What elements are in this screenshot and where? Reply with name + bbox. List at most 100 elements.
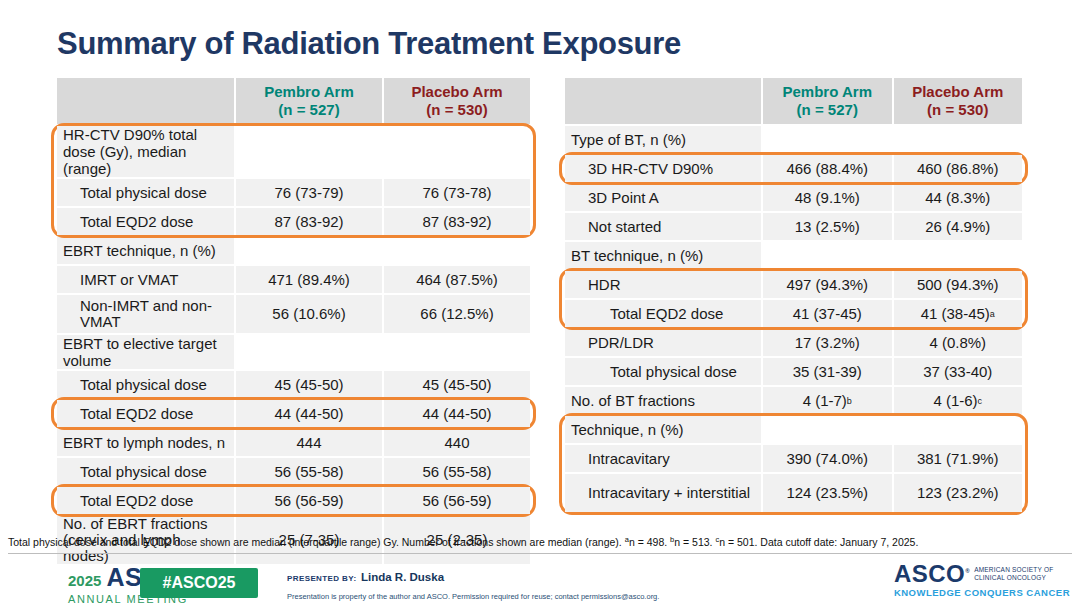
- table-row: BT technique, n (%): [565, 242, 1022, 269]
- table-row: Total physical dose 76 (73-79) 76 (73-78…: [57, 179, 530, 206]
- presented-by-label: PRESENTED BY:: [287, 574, 357, 583]
- table-row: EBRT to elective target volume: [57, 335, 530, 369]
- pembro-value: 76 (73-79): [236, 179, 382, 206]
- slide: Summary of Radiation Treatment Exposure …: [0, 0, 1080, 608]
- asco-tagline: KNOWLEDGE CONQUERS CANCER: [894, 587, 1070, 598]
- row-label: EBRT to elective target volume: [57, 335, 234, 369]
- column-header-placebo: Placebo Arm (n = 530): [384, 78, 530, 124]
- row-label: IMRT or VMAT: [57, 266, 234, 293]
- page-title: Summary of Radiation Treatment Exposure: [57, 26, 681, 62]
- pembro-n-label: (n = 527): [797, 101, 858, 119]
- column-header-pembro: Pembro Arm (n = 527): [763, 78, 892, 124]
- footnote-note-a: an = 498.: [625, 536, 667, 548]
- highlight-box: 3D HR-CTV D90% 466 (88.4%) 460 (86.8%): [559, 152, 1028, 185]
- table-row: Total physical dose 35 (31-39) 37 (33-40…: [565, 358, 1022, 385]
- table-row: Technique, n (%): [565, 416, 1022, 443]
- row-label: Technique, n (%): [565, 416, 761, 443]
- table-row: No. of BT fractions 4 (1-7)b 4 (1-6)c: [565, 387, 1022, 414]
- row-label: Total physical dose: [57, 179, 234, 206]
- placebo-value: 4 (1-6)c: [894, 387, 1023, 414]
- row-label: 3D Point A: [565, 184, 761, 211]
- highlight-box: Technique, n (%) Intracavitary 390 (74.0…: [559, 413, 1028, 515]
- row-label: Total EQD2 dose: [565, 300, 761, 327]
- table-row: Total physical dose 56 (55-58) 56 (55-58…: [57, 458, 530, 485]
- placebo-value: 4 (0.8%): [894, 329, 1023, 356]
- placebo-value: 440: [384, 429, 530, 456]
- pembro-value: 56 (10.6%): [236, 295, 382, 333]
- pembro-value: 390 (74.0%): [763, 445, 892, 472]
- row-label: 3D HR-CTV D90%: [565, 155, 761, 182]
- placebo-value: 464 (87.5%): [384, 266, 530, 293]
- pembro-n-label: (n = 527): [278, 101, 339, 119]
- row-label: Total physical dose: [57, 458, 234, 485]
- left-table-header: Pembro Arm (n = 527) Placebo Arm (n = 53…: [57, 78, 530, 124]
- highlight-box: HDR 497 (94.3%) 500 (94.3%) Total EQD2 d…: [559, 268, 1028, 330]
- pembro-value: 45 (45-50): [236, 371, 382, 398]
- placebo-arm-label: Placebo Arm: [912, 83, 1003, 101]
- placebo-value: 381 (71.9%): [894, 445, 1023, 472]
- placebo-value: 87 (83-92): [384, 208, 530, 235]
- row-label: PDR/LDR: [565, 329, 761, 356]
- row-label: HDR: [565, 271, 761, 298]
- pembro-value: 41 (37-45): [763, 300, 892, 327]
- row-label: EBRT technique, n (%): [57, 237, 234, 264]
- row-label: HR-CTV D90% total dose (Gy), median (ran…: [57, 126, 234, 177]
- highlight-box: Total EQD2 dose 44 (44-50) 44 (44-50): [51, 397, 536, 430]
- pembro-value: 466 (88.4%): [763, 155, 892, 182]
- pembro-value: 87 (83-92): [236, 208, 382, 235]
- copyright-disclaimer: Presentation is property of the author a…: [287, 592, 659, 601]
- society-name: AMERICAN SOCIETY OF CLINICAL ONCOLOGY: [974, 563, 1053, 582]
- placebo-value: 76 (73-78): [384, 179, 530, 206]
- row-label: Total EQD2 dose: [57, 400, 234, 427]
- row-label: Total physical dose: [57, 371, 234, 398]
- pembro-value: 497 (94.3%): [763, 271, 892, 298]
- table-row: Not started 13 (2.5%) 26 (4.9%): [565, 213, 1022, 240]
- placebo-value: 41 (38-45)a: [894, 300, 1023, 327]
- table-row: EBRT to lymph nodes, n 444 440: [57, 429, 530, 456]
- table-row: Intracavitary 390 (74.0%) 381 (71.9%): [565, 445, 1022, 472]
- placebo-value: 44 (8.3%): [894, 184, 1023, 211]
- footnote: Total physical dose and total EQD2 dose …: [8, 536, 1072, 554]
- placebo-value: 460 (86.8%): [894, 155, 1023, 182]
- row-label: No. of BT fractions: [565, 387, 761, 414]
- table-row: IMRT or VMAT 471 (89.4%) 464 (87.5%): [57, 266, 530, 293]
- left-table: Pembro Arm (n = 527) Placebo Arm (n = 53…: [57, 78, 530, 564]
- row-label: Total EQD2 dose: [57, 208, 234, 235]
- table-row: Total EQD2 dose 56 (56-59) 56 (56-59): [57, 487, 530, 514]
- pembro-value: 17 (3.2%): [763, 329, 892, 356]
- column-header-placebo: Placebo Arm (n = 530): [894, 78, 1023, 124]
- placebo-value: 56 (56-59): [384, 487, 530, 514]
- placebo-value: 37 (33-40): [894, 358, 1023, 385]
- footnote-main: Total physical dose and total EQD2 dose …: [8, 536, 622, 548]
- pembro-value: 4 (1-7)b: [763, 387, 892, 414]
- row-label: Intracavitary: [565, 445, 761, 472]
- table-row: 3D HR-CTV D90% 466 (88.4%) 460 (86.8%): [565, 155, 1022, 182]
- placebo-arm-label: Placebo Arm: [411, 83, 502, 101]
- footnote-note-b: bn = 513.: [670, 536, 712, 548]
- pembro-arm-label: Pembro Arm: [783, 83, 872, 101]
- pembro-value: 124 (23.5%): [763, 474, 892, 512]
- footnote-cutoff: Data cutoff date: January 7, 2025.: [760, 536, 918, 548]
- table-row: HR-CTV D90% total dose (Gy), median (ran…: [57, 126, 530, 177]
- row-label: BT technique, n (%): [565, 242, 761, 269]
- table-row: Total EQD2 dose 87 (83-92) 87 (83-92): [57, 208, 530, 235]
- placebo-value: 45 (45-50): [384, 371, 530, 398]
- highlight-box: Total EQD2 dose 56 (56-59) 56 (56-59): [51, 484, 536, 517]
- table-row: Total EQD2 dose 41 (37-45) 41 (38-45)a: [565, 300, 1022, 327]
- pembro-value: 48 (9.1%): [763, 184, 892, 211]
- placebo-value: 56 (55-58): [384, 458, 530, 485]
- header-blank-cell: [57, 78, 234, 124]
- header-blank-cell: [565, 78, 761, 124]
- table-row: Intracavitary + interstitial 124 (23.5%)…: [565, 474, 1022, 512]
- hashtag-badge: #ASCO25: [140, 568, 258, 598]
- column-header-pembro: Pembro Arm (n = 527): [236, 78, 382, 124]
- footnote-note-c: cn = 501.: [715, 536, 757, 548]
- placebo-n-label: (n = 530): [426, 101, 487, 119]
- row-label: Not started: [565, 213, 761, 240]
- placebo-value: 44 (44-50): [384, 400, 530, 427]
- right-table-header: Pembro Arm (n = 527) Placebo Arm (n = 53…: [565, 78, 1022, 124]
- pembro-value: 44 (44-50): [236, 400, 382, 427]
- placebo-value: 66 (12.5%): [384, 295, 530, 333]
- right-table: Pembro Arm (n = 527) Placebo Arm (n = 53…: [565, 78, 1022, 512]
- row-label: Total physical dose: [565, 358, 761, 385]
